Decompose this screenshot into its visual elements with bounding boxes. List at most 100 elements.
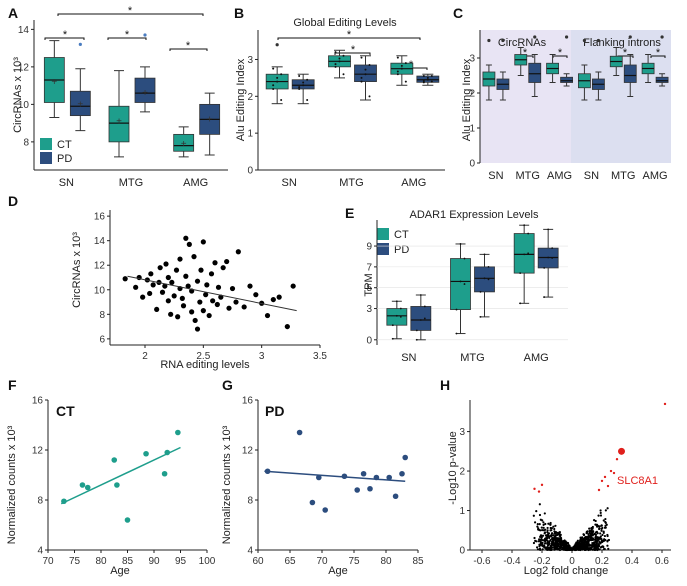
panel-h-point [588, 538, 592, 542]
panel-b-jitter-point [400, 64, 403, 67]
panel-e-jitter-point [459, 243, 462, 245]
panel-h-point [532, 541, 536, 545]
panel-c-category-label: AMG [547, 170, 572, 182]
panel-d-point [247, 283, 253, 289]
panel-g-tag: PD [265, 403, 284, 419]
panel-d-point [270, 296, 276, 303]
panel-f-point [84, 484, 91, 491]
panel-h-point [567, 545, 570, 548]
panel-h-highlight-point [618, 447, 625, 455]
panel-h-significant-point [537, 490, 541, 493]
panel-h-point [556, 531, 559, 534]
panel-h-point [577, 542, 580, 545]
panel-c-ytick-label: 1 [469, 124, 475, 135]
panel-h-point [587, 535, 590, 538]
panel-d-xtick-label: 2.5 [196, 351, 210, 362]
panel-a-ytick-label: 12 [18, 62, 30, 73]
panel-d-point [165, 298, 171, 304]
panel-letter-e: E [345, 205, 354, 221]
panel-h-point [592, 541, 596, 544]
panel-e-jitter-point [551, 257, 554, 259]
panel-a-brackets [44, 13, 208, 51]
panel-b-jitter-point [306, 99, 309, 101]
panel-d-point [177, 256, 183, 262]
panel-d-point [192, 317, 198, 324]
panel-h-point [541, 548, 544, 551]
panel-a-star-1: * [128, 5, 133, 17]
panel-a-box-pd [134, 77, 156, 103]
panel-h-point [582, 539, 586, 542]
panel-e-ytick-label: 9 [366, 242, 372, 253]
panel-f-point [111, 457, 118, 463]
panel-d-ytick-label: 6 [99, 334, 105, 345]
panel-h-point [549, 523, 552, 526]
panel-c-group-circrnas: CircRNAs [498, 37, 547, 49]
panel-h-significant-point [615, 458, 619, 461]
panel-d-ytick-label: 10 [94, 285, 106, 296]
panel-a-star-2: * [63, 29, 68, 41]
panel-h-point [537, 540, 540, 543]
panel-c-star-1: * [523, 47, 528, 59]
panel-b-jitter-point [368, 95, 371, 98]
panel-letter-d: D [8, 193, 18, 209]
panel-d-xtick-label: 2 [142, 351, 148, 362]
panel-h-point [545, 546, 548, 549]
panel-g-point [360, 470, 367, 477]
panel-h-point [600, 524, 603, 527]
panel-g-ytick-label: 8 [247, 496, 253, 507]
panel-d-point [183, 273, 189, 279]
panel-h-point [553, 527, 556, 531]
panel-h-significant-point [533, 487, 536, 491]
panel-h-point [591, 525, 594, 529]
panel-b-jitter-point [360, 56, 363, 59]
panel-e-jitter-point [543, 267, 546, 269]
panel-b-jitter-point [360, 76, 363, 79]
panel-h-point [594, 531, 597, 534]
panel-h-ytick-label: 3 [459, 427, 465, 438]
panel-h-significant-point [600, 479, 604, 483]
panel-h-point [559, 537, 563, 540]
panel-g-point [392, 493, 399, 500]
panel-c-outlier-pd [628, 35, 632, 39]
panel-h-point [577, 547, 581, 550]
panel-f-xtick-label: 70 [42, 556, 54, 567]
panel-d-ylabel: CircRNAs x 10³ [71, 232, 83, 308]
panel-a-mean-pd: + [142, 88, 148, 99]
panel-b-category-label: AMG [401, 177, 426, 189]
panel-b-jitter-point [272, 67, 275, 70]
panel-c-category-label: MTG [611, 170, 635, 182]
panel-d-point [169, 279, 175, 286]
panel-h-point [541, 544, 544, 547]
panel-g-point [402, 454, 409, 461]
panel-g-ytick-label: 4 [247, 546, 253, 557]
panel-h-point [607, 547, 610, 550]
legend-e-swatch-ct [377, 228, 389, 240]
panel-h-xlabel: Log2 fold change [524, 565, 608, 577]
panel-h-point [602, 519, 605, 522]
panel-h-point [554, 543, 557, 547]
panel-h-point [580, 546, 583, 549]
panel-h-xtick-label: 0.4 [625, 556, 639, 567]
panel-e-box-pd [410, 306, 432, 331]
panel-h-point [595, 540, 599, 543]
panel-h-point [549, 521, 552, 525]
panel-e-box-pd [474, 266, 495, 293]
panel-d-point [150, 282, 156, 288]
panel-d-point [206, 312, 212, 319]
panel-d-point [290, 283, 296, 289]
panel-e-jitter-point [415, 329, 418, 332]
panel-f-ylabel: Normalized counts x 10³ [6, 425, 18, 544]
panel-f-point [79, 482, 86, 488]
panel-b-jitter-point [306, 78, 309, 81]
panel-h-point [560, 540, 563, 544]
panel-d-point [180, 303, 187, 309]
panel-h-point [604, 520, 607, 524]
panel-h-significant-point [663, 402, 667, 406]
panel-d-fit-line [127, 275, 297, 312]
legend-label-ct: CT [57, 139, 72, 151]
panel-h-point [589, 532, 592, 536]
panel-h-point [591, 527, 594, 530]
panel-e-jitter-point [543, 296, 546, 298]
panel-f-xtick-label: 95 [175, 556, 187, 567]
